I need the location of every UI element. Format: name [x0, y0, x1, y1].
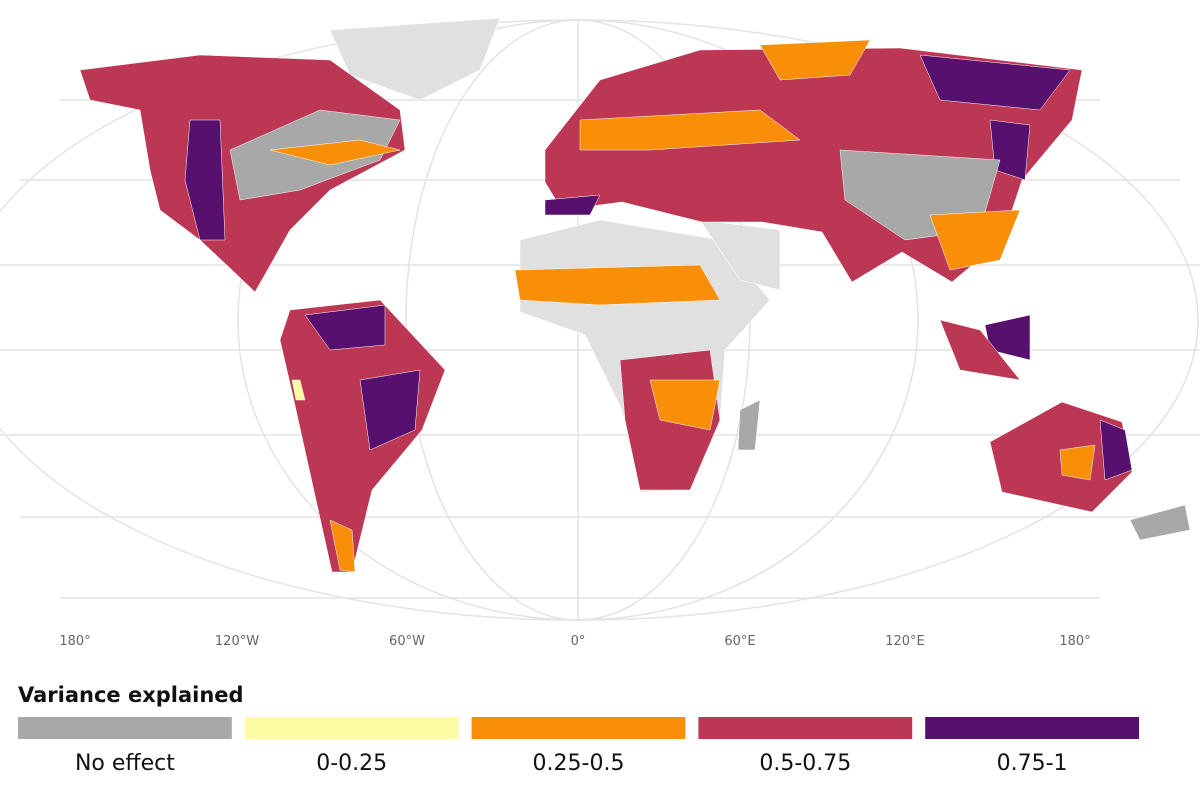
map-region	[579, 109, 801, 151]
map-region	[1099, 419, 1133, 481]
map-region	[759, 39, 871, 81]
longitude-label: 180°	[59, 634, 90, 649]
map-region	[291, 379, 306, 401]
map-region	[544, 194, 601, 216]
map-region	[269, 139, 401, 166]
map-region	[304, 304, 386, 351]
legend-swatch	[698, 717, 913, 739]
map-regions	[79, 39, 1191, 573]
legend-label: 0-0.25	[316, 751, 387, 776]
legend-swatch	[244, 717, 459, 739]
longitude-label: 60°W	[389, 634, 425, 649]
map-region	[514, 264, 721, 306]
map-region	[329, 519, 356, 573]
legend-swatch	[471, 717, 686, 739]
legend-swatch	[925, 717, 1139, 739]
map-region	[1059, 444, 1096, 481]
map-region	[737, 399, 761, 451]
legend-label: 0.25-0.5	[533, 751, 625, 776]
map-region	[359, 369, 421, 451]
longitude-labels: 180° 120°W 60°W 0° 60°E 120°E 180°	[59, 634, 1090, 649]
legend-label: 0.75-1	[997, 751, 1068, 776]
map-region	[919, 54, 1071, 111]
map-region	[1129, 504, 1191, 541]
longitude-label: 120°W	[215, 634, 259, 649]
map-region	[989, 119, 1031, 181]
longitude-label: 60°E	[724, 634, 755, 649]
map-region	[939, 319, 1021, 381]
map-region	[184, 119, 226, 241]
map-region	[649, 379, 721, 431]
legend: No effect 0-0.25 0.25-0.5 0.5-0.75 0.75-1	[18, 717, 1139, 776]
legend-label: No effect	[75, 751, 175, 776]
legend-swatch	[18, 717, 232, 739]
map-region	[929, 209, 1021, 271]
longitude-label: 120°E	[885, 634, 925, 649]
longitude-label: 180°	[1059, 634, 1090, 649]
legend-label: 0.5-0.75	[759, 751, 851, 776]
map-region	[279, 299, 446, 573]
legend-title: Variance explained	[18, 683, 244, 707]
longitude-label: 0°	[571, 634, 586, 649]
